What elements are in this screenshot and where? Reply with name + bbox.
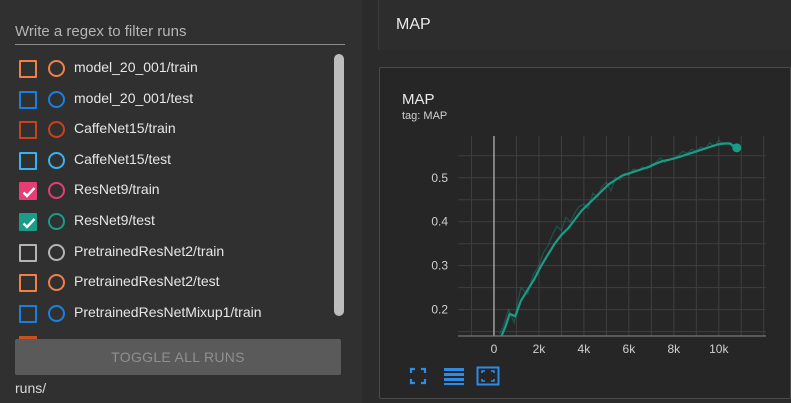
y-tick-label: 0.3 bbox=[431, 259, 448, 273]
tag-group-title: MAP bbox=[396, 16, 431, 33]
run-row[interactable]: ResNet9/train bbox=[0, 176, 334, 206]
scalar-chart-card: MAP tag: MAP 0 2k 4k 6k 8k 10k 0.2 0.3 0.4 0.5 bbox=[379, 67, 791, 399]
chart-series bbox=[499, 139, 742, 336]
fit-to-screen-icon[interactable] bbox=[408, 366, 428, 391]
run-row[interactable]: CaffeNet15/train bbox=[0, 115, 334, 145]
run-checkbox[interactable] bbox=[19, 90, 37, 109]
run-row[interactable]: CaffeNet15/test bbox=[0, 146, 334, 176]
run-list: model_20_001/train model_20_001/test Caffe… bbox=[0, 54, 334, 337]
run-checkbox[interactable] bbox=[19, 60, 37, 78]
x-tick-label: 0 bbox=[491, 342, 498, 356]
chart-tag: tag: MAP bbox=[402, 110, 448, 122]
run-color-swatch[interactable] bbox=[48, 243, 65, 261]
x-tick-label: 4k bbox=[578, 342, 592, 356]
chart-title: MAP bbox=[402, 91, 435, 108]
run-checkbox[interactable] bbox=[19, 304, 37, 323]
run-color-swatch[interactable] bbox=[48, 213, 65, 230]
chart-grid bbox=[458, 136, 766, 336]
x-tick-label: 2k bbox=[533, 342, 547, 356]
toggle-all-runs-button[interactable]: TOGGLE ALL RUNS bbox=[15, 339, 341, 375]
partial-run-checkbox bbox=[19, 336, 37, 339]
run-checkbox[interactable] bbox=[19, 274, 37, 293]
runs-sidebar: model_20_001/train model_20_001/test Caffe… bbox=[0, 0, 362, 403]
run-label: ResNet9/test bbox=[74, 212, 155, 228]
x-tick-label: 8k bbox=[667, 342, 681, 356]
tag-group-header[interactable]: MAP bbox=[378, 0, 791, 51]
main-panel: MAP MAP tag: MAP 0 2k 4k 6k 8k 10k 0.2 0.3 0.4 0.… bbox=[378, 0, 791, 403]
run-row[interactable]: model_20_001/train bbox=[0, 54, 334, 84]
run-label: ResNet9/train bbox=[74, 181, 160, 198]
run-row[interactable]: PretrainedResNetMixup1/train bbox=[0, 299, 334, 329]
map-line-chart[interactable]: 0 2k 4k 6k 8k 10k 0.2 0.3 0.4 0.5 bbox=[410, 116, 770, 366]
run-label: CaffeNet15/test bbox=[74, 150, 172, 167]
run-color-swatch[interactable] bbox=[48, 151, 65, 169]
run-row[interactable]: PretrainedResNet2/train bbox=[0, 238, 334, 268]
run-checkbox[interactable] bbox=[19, 121, 37, 140]
run-row[interactable]: PretrainedResNet2/test bbox=[0, 268, 334, 298]
run-checkbox[interactable] bbox=[19, 182, 37, 201]
run-row[interactable]: ResNet9/test bbox=[0, 207, 334, 237]
log-directory-label: runs/ bbox=[15, 380, 47, 396]
x-tick-label: 10k bbox=[709, 342, 729, 356]
run-checkbox[interactable] bbox=[19, 213, 37, 231]
x-tick-label: 6k bbox=[623, 342, 637, 356]
fit-domain-icon[interactable] bbox=[476, 366, 500, 391]
run-label: PretrainedResNet2/train bbox=[74, 242, 225, 259]
y-tick-label: 0.4 bbox=[431, 215, 448, 229]
run-color-swatch[interactable] bbox=[48, 304, 65, 322]
run-color-swatch[interactable] bbox=[48, 121, 65, 139]
run-list-scrollbar[interactable] bbox=[334, 54, 344, 316]
run-color-swatch[interactable] bbox=[48, 90, 65, 108]
series-raw-line bbox=[499, 139, 738, 335]
y-tick-label: 0.2 bbox=[431, 303, 448, 317]
run-filter-field bbox=[15, 20, 345, 45]
run-filter-input[interactable] bbox=[15, 20, 345, 42]
run-checkbox[interactable] bbox=[19, 243, 37, 262]
run-row[interactable]: model_20_001/test bbox=[0, 85, 334, 115]
run-label: model_20_001/test bbox=[74, 89, 194, 106]
chart-card-area: MAP tag: MAP 0 2k 4k 6k 8k 10k 0.2 0.3 0.4 0.5 bbox=[378, 50, 791, 403]
run-label: CaffeNet15/train bbox=[74, 120, 176, 137]
run-label: PretrainedResNetMixup1/train bbox=[74, 303, 262, 320]
run-label: model_20_001/train bbox=[74, 59, 198, 75]
run-checkbox[interactable] bbox=[19, 151, 37, 170]
series-last-point bbox=[732, 143, 742, 153]
run-color-swatch[interactable] bbox=[48, 60, 65, 77]
run-color-swatch[interactable] bbox=[48, 274, 65, 292]
y-tick-label: 0.5 bbox=[431, 171, 448, 185]
run-label: PretrainedResNet2/test bbox=[74, 273, 220, 290]
toggle-log-scale-icon[interactable] bbox=[442, 366, 466, 391]
series-smoothed-line bbox=[500, 142, 738, 336]
run-color-swatch[interactable] bbox=[48, 182, 65, 200]
